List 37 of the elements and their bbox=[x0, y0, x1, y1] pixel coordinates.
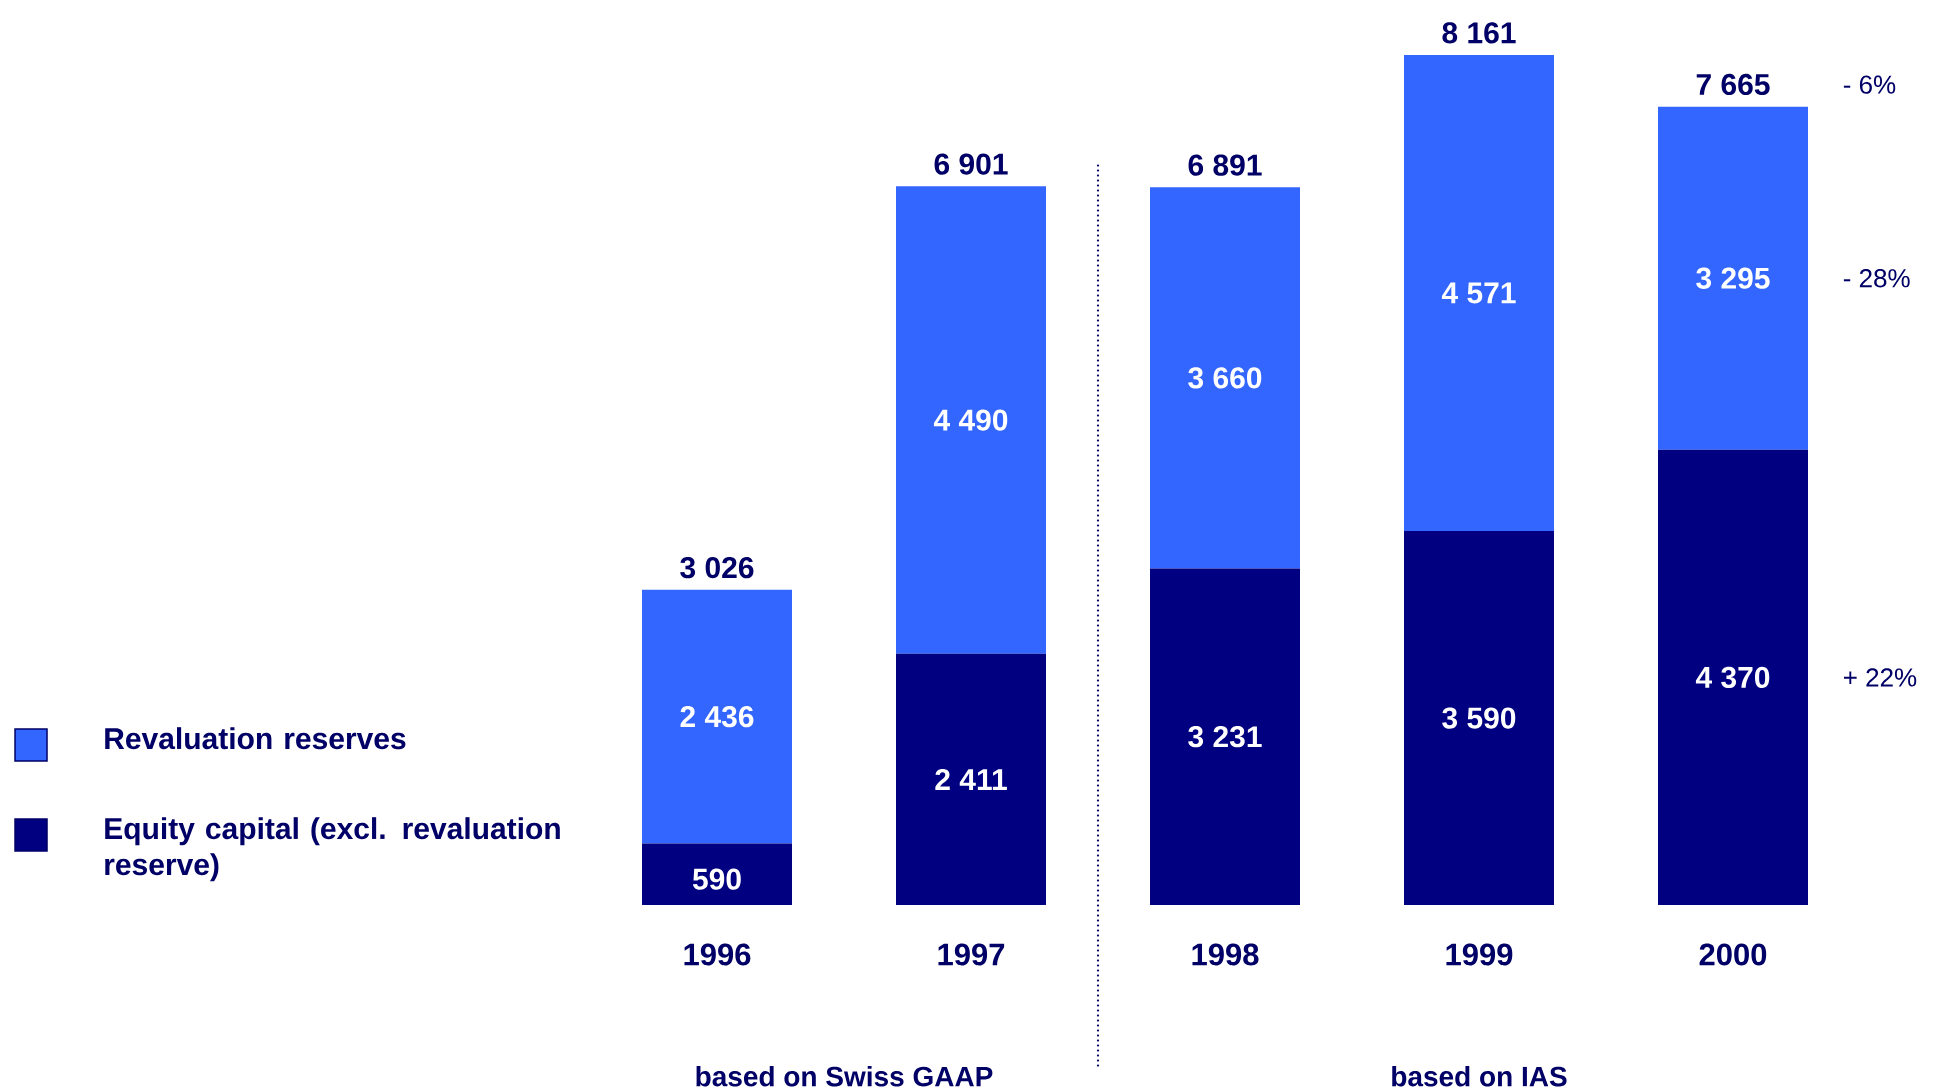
data-label: 590 bbox=[692, 868, 741, 890]
data-label: 2 411 bbox=[935, 768, 1007, 790]
text: based on Swiss GAAP bbox=[696, 1065, 993, 1087]
x-tick-label: 1999 bbox=[1446, 943, 1513, 966]
bar bbox=[642, 843, 793, 905]
data-label: 4 571 bbox=[1441, 282, 1516, 304]
data-label: 3 231 bbox=[1188, 726, 1262, 748]
legend-label: Equity capital (excl. revaluation reserve) bbox=[105, 817, 560, 882]
data-label: 4 370 bbox=[1695, 666, 1770, 689]
x-tick-label: 1997 bbox=[938, 943, 1005, 966]
data-label: 4 490 bbox=[933, 409, 1008, 431]
data-label: 3 660 bbox=[1188, 367, 1262, 389]
annotation: - 28% bbox=[1843, 269, 1910, 288]
legend-label: Revaluation reserves bbox=[105, 727, 406, 750]
x-tick-label: 1998 bbox=[1192, 943, 1259, 966]
total-label: 8 161 bbox=[1442, 22, 1516, 44]
annotation: - 6% bbox=[1843, 75, 1896, 94]
bar bbox=[1150, 568, 1300, 905]
data-label: 3 295 bbox=[1696, 267, 1770, 289]
total-label: 6 901 bbox=[934, 153, 1008, 175]
bar bbox=[896, 186, 1047, 654]
total-label: 7 665 bbox=[1696, 73, 1770, 96]
bar bbox=[1404, 531, 1554, 905]
annotation: + 22% bbox=[1844, 668, 1917, 687]
x-tick-label: 1996 bbox=[684, 943, 751, 966]
bar bbox=[1658, 106, 1808, 450]
bar bbox=[1404, 54, 1554, 532]
bar bbox=[642, 589, 793, 844]
bar bbox=[1658, 449, 1808, 905]
x-tick-label: 2000 bbox=[1699, 943, 1767, 966]
text: based on IAS bbox=[1392, 1065, 1567, 1087]
data-label: 2 436 bbox=[680, 706, 754, 728]
total-label: 3 026 bbox=[680, 556, 754, 579]
bar bbox=[1150, 187, 1300, 569]
data-label: 3 590 bbox=[1442, 707, 1516, 729]
total-label: 6 891 bbox=[1188, 154, 1262, 176]
bar bbox=[896, 653, 1047, 905]
